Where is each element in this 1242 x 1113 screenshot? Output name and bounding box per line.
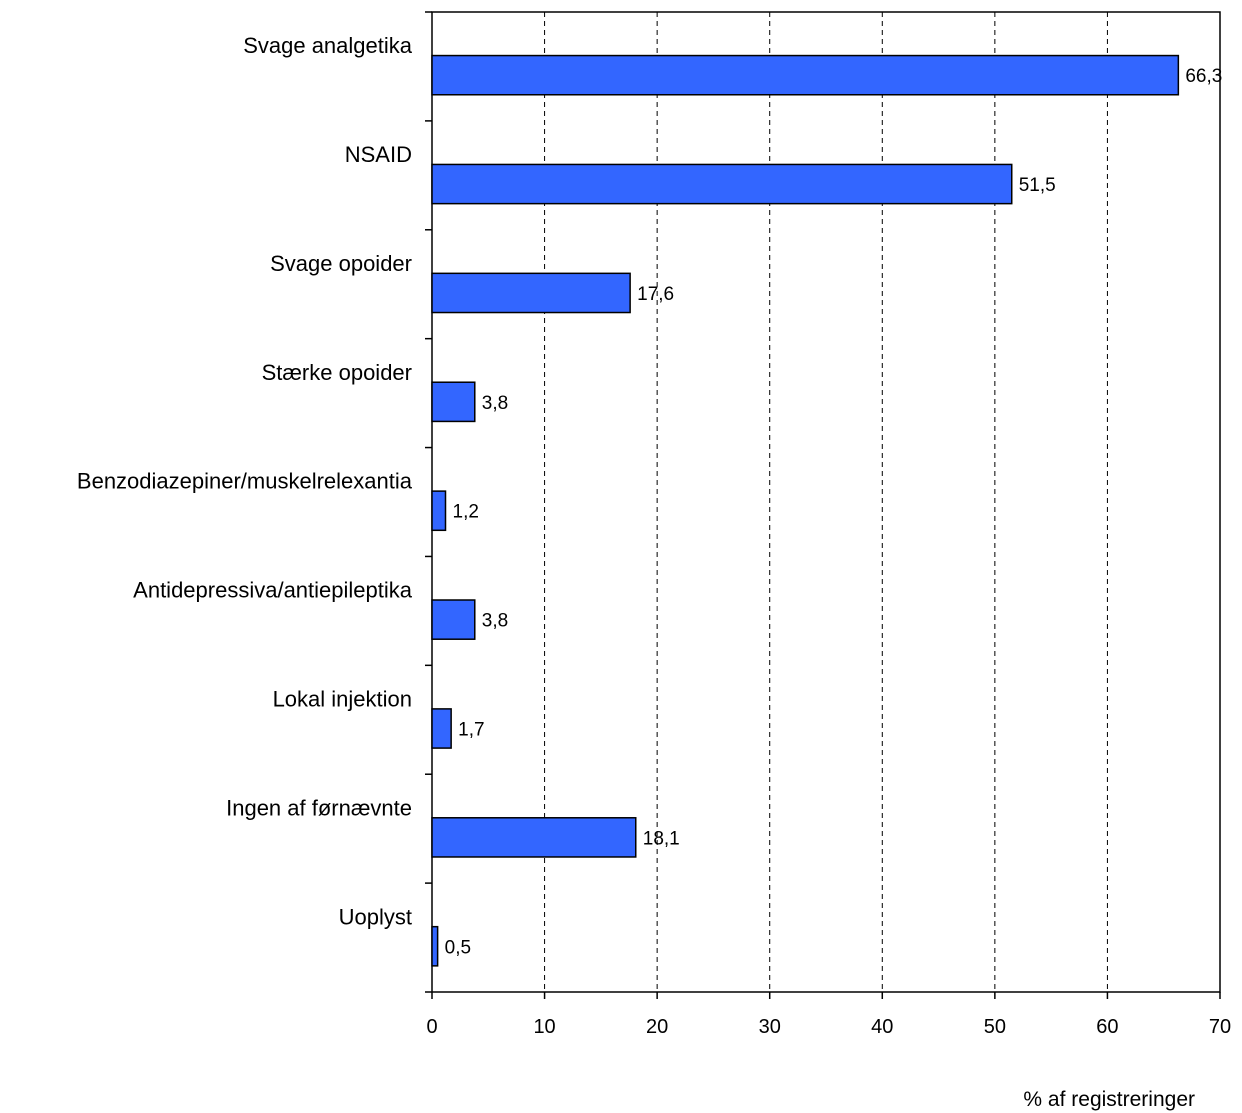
data-label: 18,1 xyxy=(643,828,680,849)
bar xyxy=(431,599,476,640)
category-label: Uoplyst xyxy=(339,904,412,929)
x-axis-title: % af registreringer xyxy=(1023,1088,1195,1111)
data-label: 51,5 xyxy=(1019,175,1056,196)
bar xyxy=(431,54,1180,96)
bar xyxy=(431,381,476,423)
bar xyxy=(431,708,452,749)
category-label: NSAID xyxy=(345,142,412,167)
bar xyxy=(431,925,439,967)
bar xyxy=(431,817,637,858)
y-axis: Svage analgetika NSAID Svage opoider Stærke… xyxy=(77,11,432,993)
x-tick-label: 20 xyxy=(646,1016,668,1038)
data-label: 1,2 xyxy=(453,502,479,523)
data-label: 3,8 xyxy=(482,393,508,414)
data-label: 0,5 xyxy=(445,937,471,958)
category-label: Benzodiazepiner/muskelrelexantia xyxy=(77,469,413,494)
x-tick-label: 50 xyxy=(984,1016,1006,1038)
category-label: Svage analgetika xyxy=(243,33,413,58)
bar xyxy=(431,490,447,532)
data-label: 17,6 xyxy=(637,284,674,305)
x-tick-label: 60 xyxy=(1096,1016,1118,1038)
bar xyxy=(431,272,631,314)
x-axis: 0 10 20 30 40 50 60 70 xyxy=(426,992,1231,1038)
category-label: Svage opoider xyxy=(270,251,412,276)
data-label: 1,7 xyxy=(458,719,484,740)
x-tick-label: 70 xyxy=(1209,1016,1231,1038)
bars: 66,3 51,5 17,6 3,8 1,2 3,8 1,7 18,1 0,5 xyxy=(431,54,1222,967)
x-tick-label: 40 xyxy=(871,1016,893,1038)
category-label: Antidepressiva/antiepileptika xyxy=(133,578,413,603)
x-tick-label: 0 xyxy=(426,1016,437,1038)
category-label: Stærke opoider xyxy=(262,360,412,385)
x-tick-label: 30 xyxy=(759,1016,781,1038)
data-label: 3,8 xyxy=(482,611,508,632)
category-label: Ingen af førnævnte xyxy=(226,795,412,820)
category-label: Lokal injektion xyxy=(273,686,412,711)
x-tick-label: 10 xyxy=(533,1016,555,1038)
data-label: 66,3 xyxy=(1185,66,1222,87)
bar xyxy=(431,163,1013,205)
